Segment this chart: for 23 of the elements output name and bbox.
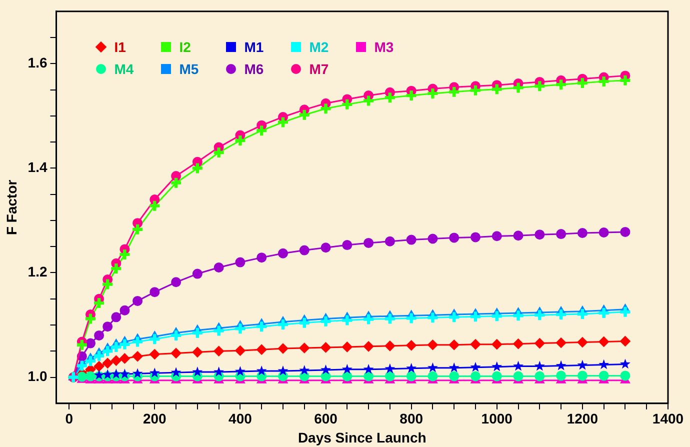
x-axis-title: Days Since Launch bbox=[298, 429, 426, 446]
x-tick-label: 1400 bbox=[652, 410, 684, 427]
x-tick-label: 600 bbox=[314, 410, 338, 427]
y-tick-label: 1.4 bbox=[28, 159, 48, 176]
y-tick-label: 1.6 bbox=[28, 54, 48, 71]
legend-label: M4 bbox=[114, 61, 134, 78]
legend-label: M3 bbox=[374, 39, 394, 56]
legend-label: M5 bbox=[179, 61, 199, 78]
y-tick-label: 1.2 bbox=[28, 264, 48, 280]
x-tick-label: 1000 bbox=[481, 410, 513, 427]
x-tick-label: 400 bbox=[228, 410, 252, 427]
legend-label: M1 bbox=[244, 39, 264, 56]
legend-label: M2 bbox=[309, 39, 329, 56]
legend-label: M6 bbox=[244, 61, 264, 78]
x-tick-label: 0 bbox=[65, 410, 74, 427]
y-tick-label: 1.0 bbox=[28, 368, 48, 384]
legend-label: M7 bbox=[309, 61, 329, 78]
x-tick-label: 800 bbox=[400, 410, 424, 427]
y-axis-title: F Factor bbox=[3, 179, 20, 236]
x-tick-label: 200 bbox=[142, 410, 167, 427]
legend-label: I1 bbox=[114, 39, 126, 56]
x-tick-label: 1200 bbox=[566, 410, 598, 427]
legend-label: I2 bbox=[179, 39, 191, 56]
